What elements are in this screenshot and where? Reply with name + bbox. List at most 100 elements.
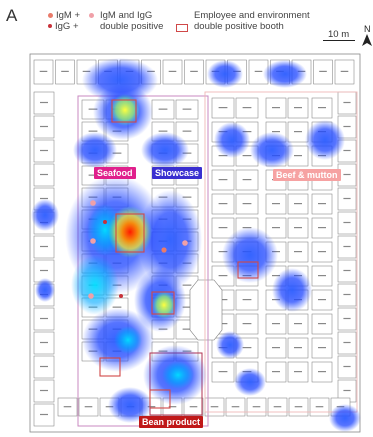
booth-label-mark [318, 323, 326, 325]
north-triangle-icon [362, 34, 372, 46]
legend-double-line2: double positive [100, 21, 164, 32]
booth-label-mark [343, 101, 351, 104]
booth-label-mark [294, 203, 302, 205]
booth-label-mark [343, 125, 351, 128]
legend-double-line1: IgM and IgG [100, 10, 153, 21]
booth-label-mark [40, 341, 48, 344]
scale-label: 10 m [328, 29, 350, 40]
booth-label-mark [273, 406, 282, 408]
booth-label-mark [294, 406, 303, 408]
booth-label-mark [88, 130, 98, 132]
positive-booth [151, 291, 175, 315]
zone-label-seafood: Seafood [94, 167, 136, 179]
booth-label-mark [318, 203, 326, 205]
booth-label-mark [182, 306, 192, 308]
booth-label-mark [168, 70, 177, 72]
booth-label-mark [84, 406, 93, 408]
booth-label-mark [242, 347, 252, 349]
heat-spot [114, 326, 142, 354]
igg-marker [103, 220, 107, 224]
booth-label-mark [318, 371, 326, 373]
booth-label-mark [168, 406, 177, 408]
booth-label-mark [272, 371, 280, 373]
booth-label-mark [63, 406, 72, 408]
positive-booth [99, 357, 121, 377]
double-positive-marker [90, 200, 96, 206]
heat-spot [207, 60, 243, 88]
booth-label-mark [242, 203, 252, 205]
booth-label-mark [112, 152, 122, 154]
legend-booth: Employee and environment double positive… [194, 10, 310, 32]
booth-label-mark [210, 406, 219, 408]
booth-label-mark [343, 149, 351, 152]
double-positive-marker [90, 238, 96, 244]
booth-label-mark [218, 107, 228, 109]
booth-label-mark [39, 70, 48, 72]
heatmap-layer [31, 58, 361, 432]
booth-label-mark [190, 70, 198, 72]
igg-marker-icon [48, 24, 52, 29]
heat-spot [108, 387, 152, 423]
booth-label-mark [112, 306, 122, 308]
heat-spot [250, 132, 294, 168]
double-positive-marker-icon [89, 13, 94, 18]
positive-booth [111, 99, 137, 123]
booth-label-mark [40, 389, 48, 392]
booth-label-mark [272, 275, 280, 277]
booth-label-mark [182, 196, 192, 198]
heat-spot [152, 291, 176, 319]
booth-label-mark [318, 107, 326, 109]
booth-label-mark [40, 125, 48, 128]
booth-label-mark [318, 251, 326, 253]
booth-label-mark [40, 365, 48, 368]
heat-spot [263, 60, 307, 88]
booth-label-mark [158, 108, 168, 110]
igm-marker [161, 247, 167, 253]
legend-igg-label: IgG + [55, 21, 79, 32]
north-label: N [364, 24, 371, 34]
legend-igm: IgM + [48, 10, 80, 21]
booth-label-mark [272, 323, 280, 325]
positive-booth [237, 261, 259, 279]
booth-label-mark [272, 131, 280, 133]
booth-label-mark [343, 269, 351, 272]
booth-label-mark [319, 70, 327, 72]
positive-booth [149, 389, 171, 409]
booth-label-mark [343, 293, 351, 296]
legend-igm-label: IgM + [56, 10, 81, 21]
legend-double: IgM and IgG double positive [89, 10, 164, 32]
booth-label-mark [343, 173, 351, 176]
booth-label-mark [318, 299, 326, 301]
zone-outline-east [204, 91, 358, 413]
booth-label-mark [189, 406, 198, 408]
heat-spot [162, 361, 194, 389]
booth-label-mark [40, 269, 48, 272]
booth-label-mark [218, 275, 228, 277]
booth-label-mark [218, 227, 228, 229]
booth-label-mark [40, 197, 48, 200]
booth-label-mark [272, 107, 280, 109]
booth-label-mark [294, 251, 302, 253]
booth-label-mark [40, 245, 48, 248]
heat-spot-hotspot [108, 206, 152, 258]
heat-spot [222, 227, 278, 283]
booth-label-mark [231, 406, 240, 408]
igg-marker [119, 294, 123, 298]
booth-label-mark [294, 227, 302, 229]
booth-label-mark [343, 245, 351, 248]
double-positive-booths [99, 99, 259, 409]
north-arrow-icon: N [362, 24, 372, 49]
booth-label-mark [218, 299, 228, 301]
zone-label-beef: Beef & mutton [273, 169, 341, 181]
booth-label-mark [40, 101, 48, 104]
booth-label-mark [88, 108, 98, 110]
heat-spot [35, 278, 55, 302]
zone-label-bean: Bean product [139, 416, 204, 428]
booth-label-mark [252, 406, 261, 408]
booth-label-mark [272, 203, 280, 205]
booth-label-mark [182, 328, 192, 330]
legend-igg: IgG + [48, 21, 80, 32]
heat-spot [216, 331, 244, 359]
booth-label-mark [218, 371, 228, 373]
booth-label-mark [315, 406, 324, 408]
